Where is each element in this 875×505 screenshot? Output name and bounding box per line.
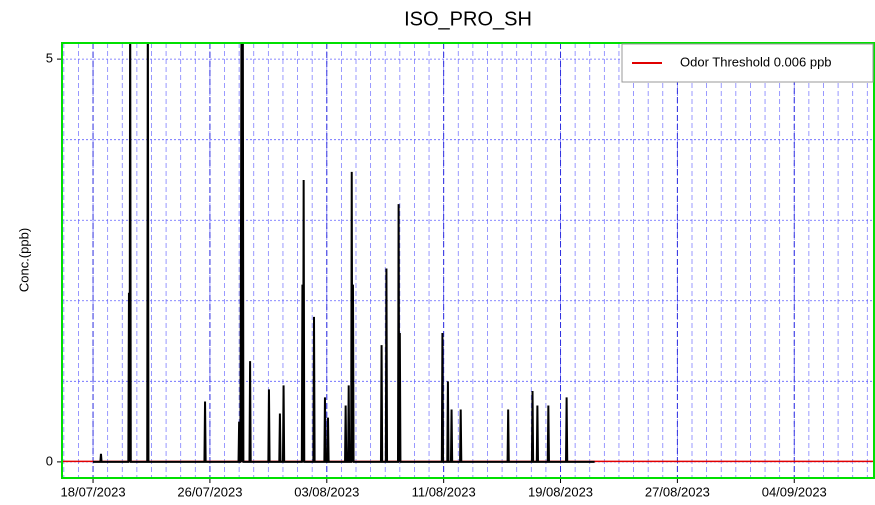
- legend-box: [621, 43, 874, 83]
- x-tick-label: 18/07/2023: [61, 484, 126, 499]
- y-tick-label: 5: [46, 51, 53, 66]
- y-tick-label: 0: [46, 453, 53, 468]
- plot-series: [62, 43, 874, 463]
- x-tick-label: 03/08/2023: [294, 484, 359, 499]
- x-tick-label: 19/08/2023: [528, 484, 593, 499]
- y-axis-label: Conc.(ppb): [16, 228, 31, 292]
- chart-title: ISO_PRO_SH: [404, 8, 532, 30]
- x-tick-label: 11/08/2023: [412, 484, 476, 499]
- legend-label: Odor Threshold 0.006 ppb: [680, 54, 832, 69]
- x-tick-label: 27/08/2023: [645, 484, 710, 499]
- concentration-line: [93, 43, 595, 463]
- x-tick-label: 26/07/2023: [177, 484, 242, 499]
- x-tick-label: 04/09/2023: [762, 484, 827, 499]
- plot-border: [61, 42, 875, 479]
